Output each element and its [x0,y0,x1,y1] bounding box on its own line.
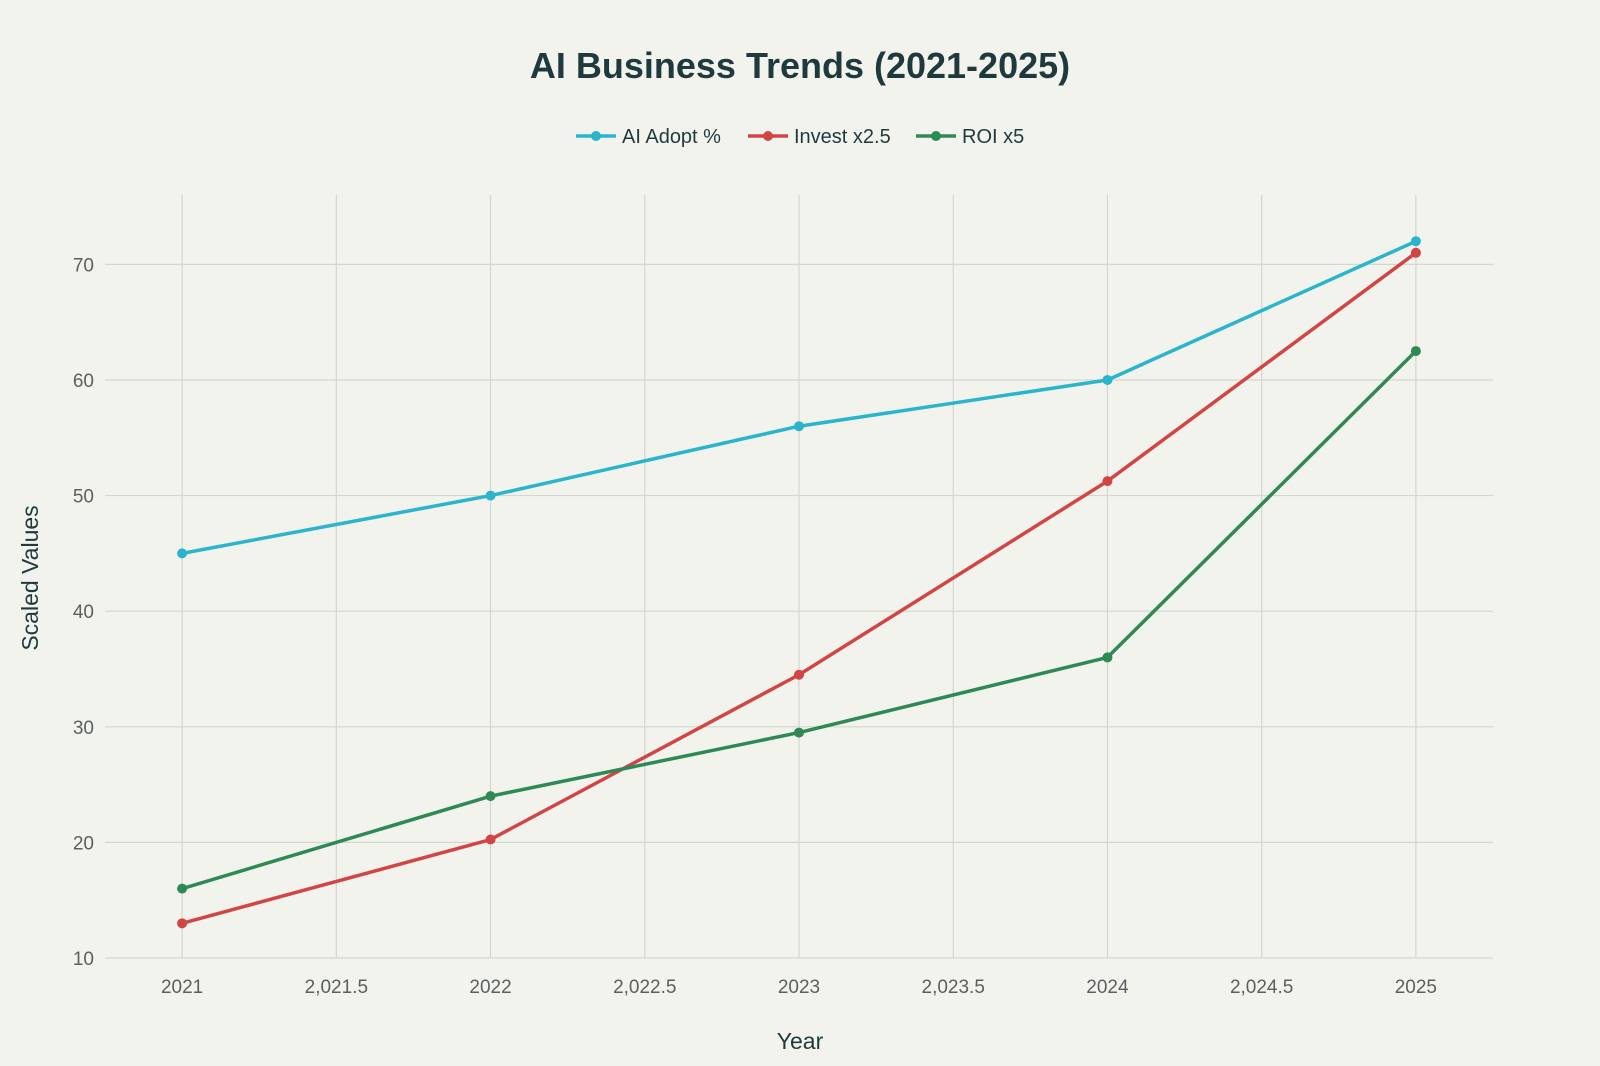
legend-label: ROI x5 [962,126,1024,148]
y-tick-label: 50 [73,487,94,508]
y-tick-label: 60 [73,371,94,392]
x-tick-label: 2,021.5 [305,977,368,998]
y-tick-label: 30 [73,718,94,739]
x-tick-label: 2,024.5 [1230,977,1293,998]
legend-item-roi-x5[interactable]: ROI x5 [916,126,1024,148]
x-tick-label: 2023 [778,977,820,998]
x-tick-label: 2021 [161,977,203,998]
grid [105,195,1493,959]
data-point-roi-x5[interactable] [177,883,188,894]
data-point-ai-adopt[interactable] [1410,236,1421,247]
x-tick-label: 2,022.5 [613,977,676,998]
x-tick-label: 2,023.5 [922,977,985,998]
x-tick-label: 2024 [1086,977,1129,998]
legend-label: Invest x2.5 [794,126,891,148]
data-point-ai-adopt[interactable] [177,548,188,559]
data-point-invest-x2-5[interactable] [177,918,188,929]
data-point-roi-x5[interactable] [1102,652,1113,663]
y-axis-title: Scaled Values [17,505,43,650]
legend: AI Adopt % Invest x2.5 ROI x5 [576,126,1024,148]
legend-item-ai-adopt[interactable]: AI Adopt % [576,126,721,148]
tick-labels: 2021 2,021.5 2022 2,022.5 2023 2,023.5 2024 2,0… [73,255,1437,998]
x-axis-title: Year [777,1028,824,1054]
y-tick-label: 40 [73,602,94,623]
legend-swatch-marker [591,131,601,141]
legend-item-invest-x2-5[interactable]: Invest x2.5 [748,126,891,148]
x-tick-label: 2022 [469,977,511,998]
y-tick-label: 70 [73,255,94,276]
data-point-invest-x2-5[interactable] [1410,247,1421,258]
series-points [177,236,1421,929]
data-point-invest-x2-5[interactable] [794,669,804,680]
data-point-roi-x5[interactable] [1410,346,1421,357]
y-tick-label: 20 [73,833,94,854]
data-point-ai-adopt[interactable] [1102,374,1113,385]
legend-label: AI Adopt % [622,126,721,148]
chart-title: AI Business Trends (2021-2025) [530,45,1070,86]
data-point-ai-adopt[interactable] [485,490,496,501]
legend-swatch-marker [763,131,773,141]
x-tick-label: 2025 [1395,977,1437,998]
data-point-roi-x5[interactable] [794,727,804,738]
data-point-roi-x5[interactable] [485,791,496,802]
y-tick-label: 10 [73,949,94,970]
data-point-invest-x2-5[interactable] [1102,476,1113,487]
legend-swatch-marker [931,131,941,141]
data-point-ai-adopt[interactable] [794,421,804,432]
data-point-invest-x2-5[interactable] [485,834,496,845]
